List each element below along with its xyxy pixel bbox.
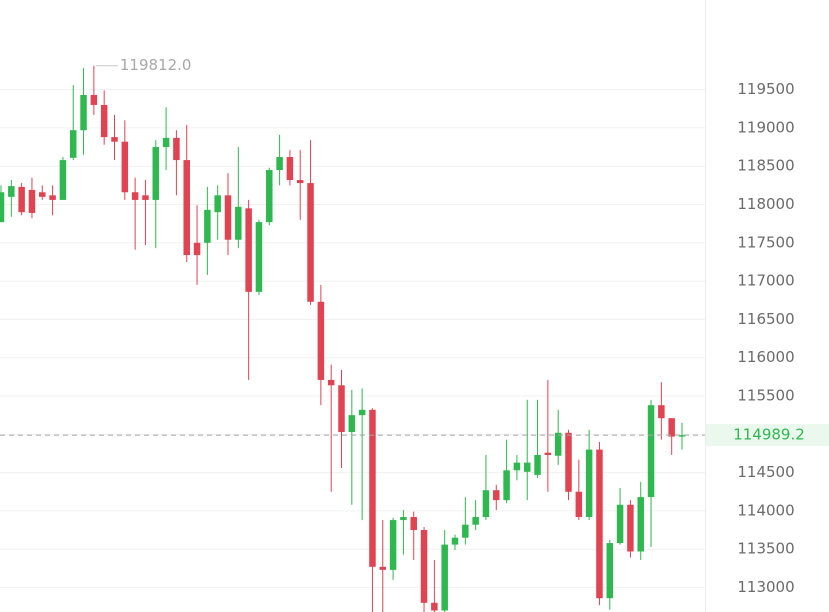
candle-body (462, 524, 469, 538)
candle-body (39, 192, 46, 197)
overlay: 119812.0 114989.2 (0, 56, 829, 447)
y-tick-label: 117000 (737, 272, 794, 290)
candle-body (0, 192, 5, 223)
candle-body (647, 405, 655, 498)
y-tick-label: 113000 (737, 578, 794, 596)
candle-body (441, 544, 448, 611)
candles (0, 65, 686, 612)
candle-body (49, 195, 56, 200)
candle-body (596, 449, 603, 599)
candle-body (575, 491, 583, 518)
y-tick-label: 119000 (737, 118, 794, 136)
candle-body (152, 147, 160, 200)
candle-body (369, 409, 376, 567)
y-tick-label: 113500 (737, 540, 794, 558)
max-label: 119812.0 (120, 56, 192, 74)
y-tick-label: 114000 (737, 501, 794, 519)
candle-body (111, 137, 118, 142)
candle-body (100, 104, 108, 138)
candle-body (327, 379, 335, 386)
candle-body (317, 301, 325, 380)
candle-body (420, 530, 428, 603)
candle-body (276, 157, 283, 171)
candle-body (224, 195, 232, 240)
candle-body (173, 137, 180, 161)
candle-body (80, 94, 87, 131)
candle-body (400, 517, 407, 521)
candle-body (451, 537, 459, 545)
candle-body (503, 470, 510, 501)
candle-body (472, 517, 479, 525)
candle-body (18, 186, 25, 213)
candle-body (544, 452, 552, 455)
candle-body (255, 222, 263, 292)
candle-body (286, 157, 294, 180)
candle-body (142, 195, 149, 200)
candle-body (266, 170, 273, 223)
candle-body (358, 409, 366, 416)
y-tick-label: 115500 (737, 387, 794, 405)
candle-body (28, 189, 36, 213)
candle-body (59, 160, 67, 200)
candle-body (678, 435, 686, 437)
candle-body (585, 449, 593, 518)
candle-body (348, 415, 356, 432)
candle-body (668, 418, 675, 437)
y-tick-label: 117500 (737, 233, 794, 251)
candle-body (183, 160, 190, 256)
candle-body (482, 490, 490, 518)
candle-body (616, 504, 624, 544)
candle-body (606, 543, 614, 599)
candle-body (69, 130, 77, 158)
candle-body (204, 209, 211, 243)
candle-body (637, 497, 644, 552)
y-tick-label: 118000 (737, 195, 794, 213)
y-tick-label: 118500 (737, 157, 794, 175)
candle-body (338, 385, 345, 432)
grid: 1130001135001140001145001150001155001160… (0, 80, 795, 596)
y-tick-label: 116000 (737, 348, 794, 366)
candle-body (193, 242, 201, 256)
candle-body (214, 195, 221, 213)
y-tick-label: 119500 (737, 80, 794, 98)
candle-body (627, 504, 634, 552)
candle-body (131, 192, 139, 200)
candle-body (493, 490, 500, 501)
candle-body (296, 180, 304, 184)
candle-body (565, 432, 572, 492)
candle-body (431, 602, 438, 611)
candle-body (162, 137, 170, 148)
last-price-box (706, 424, 829, 447)
candle-body (379, 566, 387, 570)
last-price-label: 114989.2 (733, 426, 805, 444)
y-tick-label: 116500 (737, 310, 794, 328)
candle-body (8, 186, 15, 197)
candle-body (523, 462, 531, 472)
y-tick-label: 114500 (737, 463, 794, 481)
candle-body (307, 183, 314, 302)
candle-body (121, 141, 129, 193)
candle-body (658, 405, 665, 419)
candle-body (410, 517, 417, 531)
candle-body (90, 94, 98, 105)
candle-body (554, 432, 562, 456)
candle-body (513, 462, 521, 471)
candle-body (235, 206, 242, 240)
candle-body (534, 454, 541, 475)
candle-body (389, 520, 397, 570)
candle-body (245, 208, 252, 292)
